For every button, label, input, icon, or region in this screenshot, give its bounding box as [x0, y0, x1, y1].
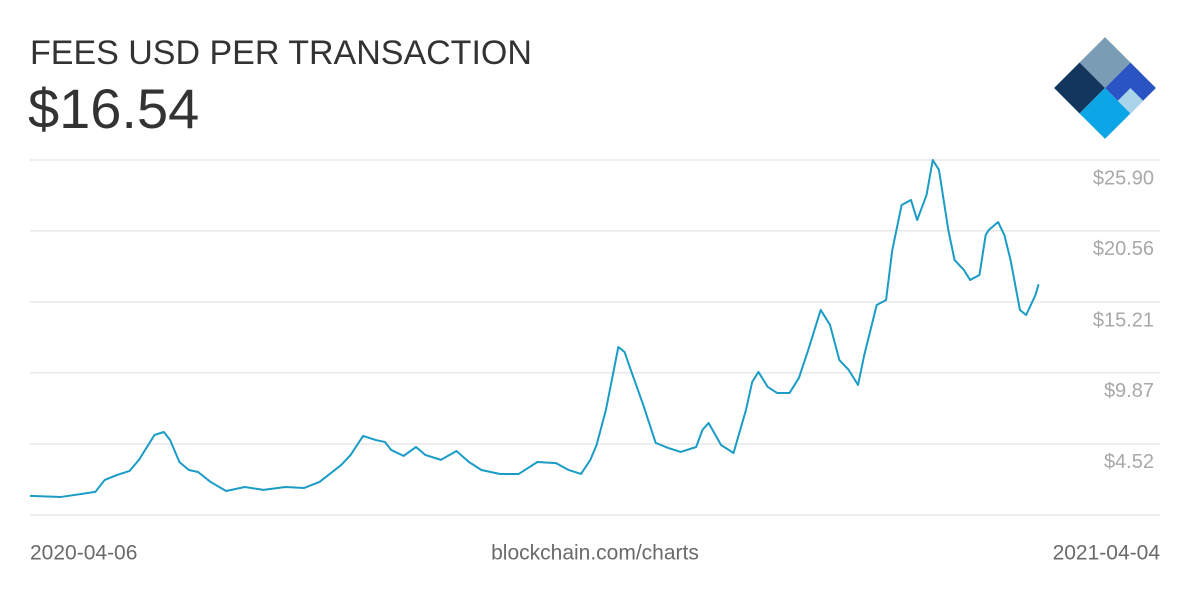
current-value: $16.54 [28, 77, 199, 140]
data-line [29, 159, 1040, 498]
y-tick-label: $20.56 [1093, 238, 1154, 260]
y-tick-label: $4.52 [1104, 451, 1154, 473]
logo [1054, 37, 1156, 139]
source: blockchain.com/charts [491, 542, 699, 565]
y-tick-label: $15.21 [1093, 309, 1154, 331]
x-start-label: 2020-04-06 [30, 542, 137, 565]
chart-title: FEES USD PER TRANSACTION [30, 34, 532, 72]
y-tick-label: $9.87 [1104, 380, 1154, 402]
x-end-label: 2021-04-04 [1053, 542, 1161, 565]
y-tick-label: $25.90 [1093, 167, 1154, 189]
